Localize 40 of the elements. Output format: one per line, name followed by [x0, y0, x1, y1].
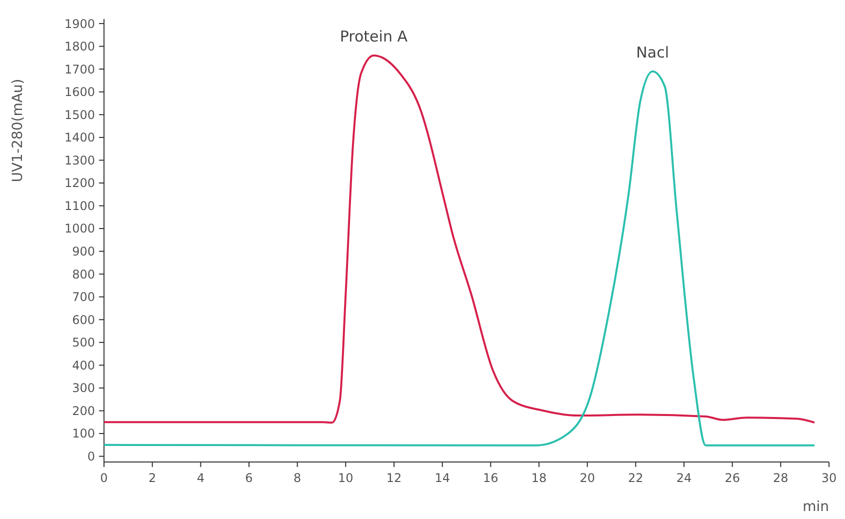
x-axis-title: min: [802, 499, 829, 515]
y-tick-label: 800: [72, 267, 95, 282]
x-tick-label: 8: [294, 471, 302, 485]
x-tick-label: 4: [196, 471, 204, 485]
y-tick-label: 100: [72, 426, 95, 441]
x-tick-label: 10: [338, 471, 354, 485]
y-tick-label: 1600: [64, 85, 95, 100]
y-tick-label: 1500: [64, 108, 95, 122]
y-tick-label: 200: [72, 404, 95, 418]
y-tick-label: 1700: [64, 62, 95, 76]
x-tick-label: 18: [531, 471, 547, 485]
y-tick-label: 400: [72, 358, 95, 372]
x-tick-label: 14: [434, 471, 450, 485]
y-tick-label: 600: [72, 312, 95, 327]
x-tick-label: 24: [676, 471, 692, 485]
y-tick-label: 900: [72, 244, 95, 259]
y-tick-label: 1800: [64, 40, 95, 54]
y-tick-label: 1400: [64, 130, 95, 145]
x-tick-label: 12: [386, 471, 402, 485]
y-tick-label: 1100: [64, 198, 95, 213]
x-tick-label: 28: [773, 471, 788, 485]
y-tick-label: 1200: [64, 176, 95, 190]
y-tick-label: 1300: [64, 153, 95, 168]
x-tick-label: 22: [628, 471, 644, 485]
y-tick-label: 700: [72, 290, 95, 304]
x-tick-label: 20: [580, 471, 595, 485]
y-tick-label: 1000: [64, 222, 95, 236]
x-tick-label: 26: [724, 471, 740, 485]
y-axis-title: UV1-280(mAu): [10, 78, 26, 182]
y-tick-label: 0: [87, 450, 95, 464]
x-tick-label: 6: [245, 471, 253, 485]
y-tick-label: 1900: [64, 16, 95, 31]
x-tick-label: 30: [821, 471, 837, 485]
series-label: Nacl: [636, 43, 669, 62]
x-tick-label: 0: [100, 471, 108, 485]
x-tick-label: 16: [483, 471, 498, 485]
y-tick-label: 300: [72, 381, 95, 396]
series-label: Protein A: [340, 27, 408, 46]
x-tick-label: 2: [148, 471, 156, 485]
y-tick-label: 500: [72, 336, 95, 350]
